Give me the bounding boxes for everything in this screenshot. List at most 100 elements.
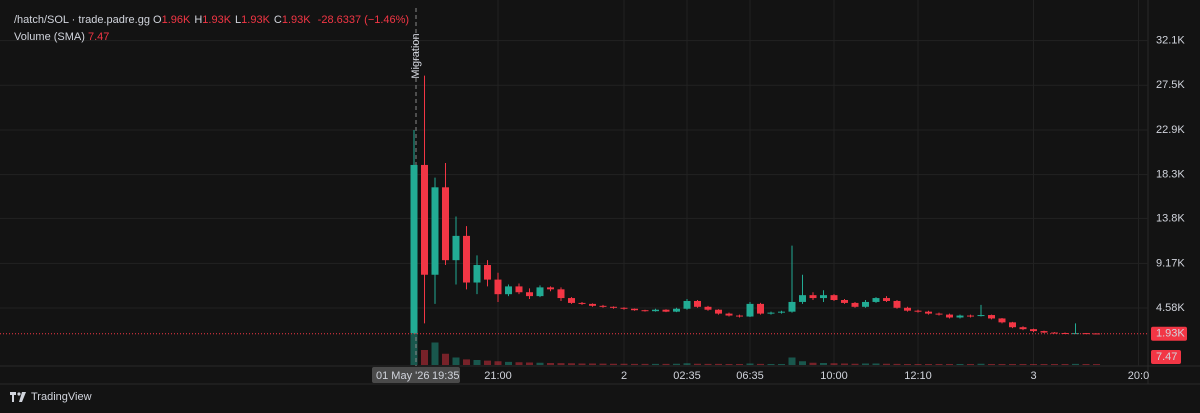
- candle-body: [662, 309, 670, 312]
- candle-body: [536, 287, 544, 297]
- volume-bar: [662, 363, 670, 365]
- candle-body: [925, 311, 932, 314]
- y-tick-label: 32.1K: [1156, 35, 1185, 47]
- volume-bar: [725, 364, 733, 365]
- volume-bar: [452, 357, 460, 365]
- candle-body: [484, 265, 491, 280]
- candle-body: [431, 187, 439, 275]
- volume-bar: [515, 362, 523, 365]
- candle-body: [704, 306, 712, 310]
- volume-bar: [935, 364, 943, 365]
- volume-bar: [925, 364, 932, 365]
- ohlc-key: C: [273, 14, 282, 26]
- y-tick-label: 13.8K: [1156, 212, 1185, 224]
- volume-bar: [599, 363, 607, 365]
- candle-body: [914, 310, 922, 312]
- candle-body: [862, 301, 869, 307]
- candle-body: [1093, 333, 1100, 335]
- candle-body: [830, 295, 838, 301]
- volume-bar: [568, 363, 575, 365]
- legend-row: /hatch/SOL · trade.padre.gg O1.96K H1.93K…: [14, 12, 409, 29]
- candle-body: [410, 164, 418, 334]
- candle-body: [904, 307, 911, 311]
- volume-bar: [1040, 364, 1048, 365]
- ohlc-key: O: [153, 14, 162, 26]
- volume-bar: [746, 363, 754, 365]
- candle-body: [473, 265, 481, 283]
- x-tick-label: 12:10: [904, 370, 932, 382]
- volume-bar: [673, 363, 680, 365]
- brand: TradingView: [31, 391, 92, 403]
- volume-bar: [1082, 364, 1090, 365]
- candle-body: [452, 235, 460, 261]
- candle-body: [599, 305, 607, 307]
- candle-body: [515, 286, 523, 293]
- candle-body: [610, 306, 617, 308]
- volume-bar: [631, 363, 638, 365]
- last-price-label: 1.93K: [1156, 328, 1185, 340]
- candle-body: [893, 300, 901, 308]
- volume-bar: [505, 361, 512, 365]
- candle-body: [505, 286, 512, 295]
- candle-body: [683, 300, 691, 309]
- volume-bar: [557, 363, 565, 365]
- volume-bar: [641, 363, 649, 365]
- volume-bar: [998, 364, 1006, 365]
- candle-body: [578, 302, 586, 304]
- ohlc-value: 1.93K: [241, 14, 270, 26]
- candle-body: [494, 279, 502, 295]
- candle-body: [946, 314, 953, 318]
- ohlc-value: 1.93K: [281, 14, 311, 26]
- ohlc-key: H: [194, 14, 203, 26]
- change: -28.6337 (−1.46%): [317, 14, 410, 26]
- candle-body: [725, 313, 733, 316]
- volume-bar: [757, 363, 764, 365]
- volume-bar: [494, 361, 502, 365]
- volume-bar: [536, 362, 544, 365]
- volume-bar: [830, 363, 838, 365]
- volume-bar: [589, 363, 596, 365]
- volume-value-box: [1151, 350, 1181, 364]
- x-tick-label: 10:00: [820, 370, 848, 382]
- candle-body: [956, 315, 964, 318]
- volume-bar: [851, 363, 859, 365]
- volume-bar: [736, 364, 743, 365]
- x-tick-label: 02:35: [673, 370, 701, 382]
- footer[interactable]: TradingView: [10, 391, 92, 403]
- candle-body: [694, 300, 701, 307]
- volume-bar: [473, 360, 481, 365]
- volume-bar: [431, 342, 439, 365]
- candle-body: [620, 307, 628, 309]
- volume-bar: [547, 363, 554, 365]
- x-tick-label: 06:35: [736, 370, 764, 382]
- volume-bar: [683, 363, 691, 365]
- x-tick-label: 2: [621, 370, 627, 382]
- candle-body: [652, 309, 659, 312]
- candle-body: [1072, 333, 1079, 335]
- volume-bar: [967, 364, 974, 365]
- volume-row: Volume (SMA) 7.47: [14, 29, 409, 46]
- symbol: /hatch/SOL · trade.padre.gg: [14, 14, 150, 26]
- annotation: Migration: [410, 33, 422, 78]
- candle-body: [872, 298, 880, 302]
- volume-value: 7.47: [87, 31, 110, 43]
- candle-body: [851, 302, 859, 307]
- volume-name: Volume (SMA): [14, 31, 85, 43]
- x-tick-label: 21:00: [484, 370, 512, 382]
- candle-body: [998, 318, 1006, 323]
- candle-body: [589, 303, 596, 306]
- y-tick-label: 18.3K: [1156, 169, 1185, 181]
- legend: /hatch/SOL · trade.padre.gg O1.96K H1.93K…: [14, 12, 409, 46]
- candle-body: [935, 313, 943, 315]
- last-price-box: [1151, 326, 1187, 341]
- candle-body: [746, 303, 754, 317]
- candle-body: [799, 295, 806, 302]
- volume-bar: [809, 362, 817, 365]
- volume-bar: [620, 363, 628, 365]
- volume-value-label: 7.47: [1156, 351, 1177, 363]
- candle-body: [778, 311, 785, 313]
- volume-bar: [1051, 364, 1058, 365]
- volume-bar: [904, 364, 911, 365]
